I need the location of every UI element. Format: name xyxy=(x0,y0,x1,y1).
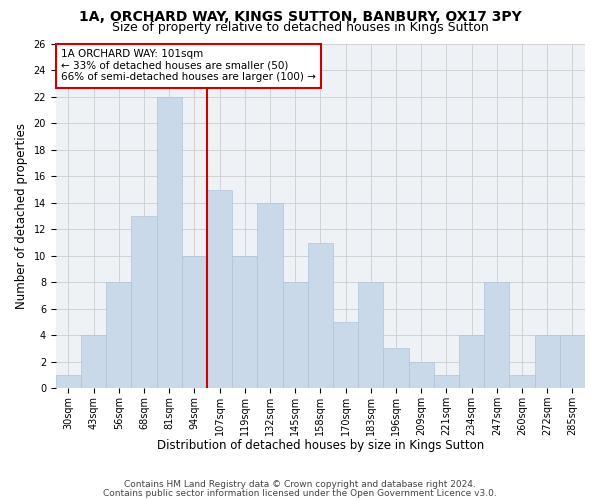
Text: Size of property relative to detached houses in Kings Sutton: Size of property relative to detached ho… xyxy=(112,22,488,35)
Bar xyxy=(560,335,585,388)
Bar xyxy=(56,375,81,388)
Bar xyxy=(81,335,106,388)
Bar xyxy=(358,282,383,388)
Bar xyxy=(484,282,509,388)
Bar xyxy=(257,203,283,388)
Bar xyxy=(459,335,484,388)
Bar xyxy=(535,335,560,388)
Text: 1A, ORCHARD WAY, KINGS SUTTON, BANBURY, OX17 3PY: 1A, ORCHARD WAY, KINGS SUTTON, BANBURY, … xyxy=(79,10,521,24)
Bar xyxy=(157,97,182,388)
Bar xyxy=(182,256,207,388)
Bar xyxy=(232,256,257,388)
Bar xyxy=(131,216,157,388)
Text: Contains HM Land Registry data © Crown copyright and database right 2024.: Contains HM Land Registry data © Crown c… xyxy=(124,480,476,489)
Bar xyxy=(308,242,333,388)
Bar xyxy=(207,190,232,388)
Bar xyxy=(333,322,358,388)
Bar xyxy=(383,348,409,388)
Bar xyxy=(434,375,459,388)
Bar xyxy=(106,282,131,388)
Text: Contains public sector information licensed under the Open Government Licence v3: Contains public sector information licen… xyxy=(103,488,497,498)
Text: 1A ORCHARD WAY: 101sqm
← 33% of detached houses are smaller (50)
66% of semi-det: 1A ORCHARD WAY: 101sqm ← 33% of detached… xyxy=(61,49,316,82)
Bar xyxy=(509,375,535,388)
Bar xyxy=(283,282,308,388)
X-axis label: Distribution of detached houses by size in Kings Sutton: Distribution of detached houses by size … xyxy=(157,440,484,452)
Y-axis label: Number of detached properties: Number of detached properties xyxy=(15,123,28,309)
Bar xyxy=(409,362,434,388)
